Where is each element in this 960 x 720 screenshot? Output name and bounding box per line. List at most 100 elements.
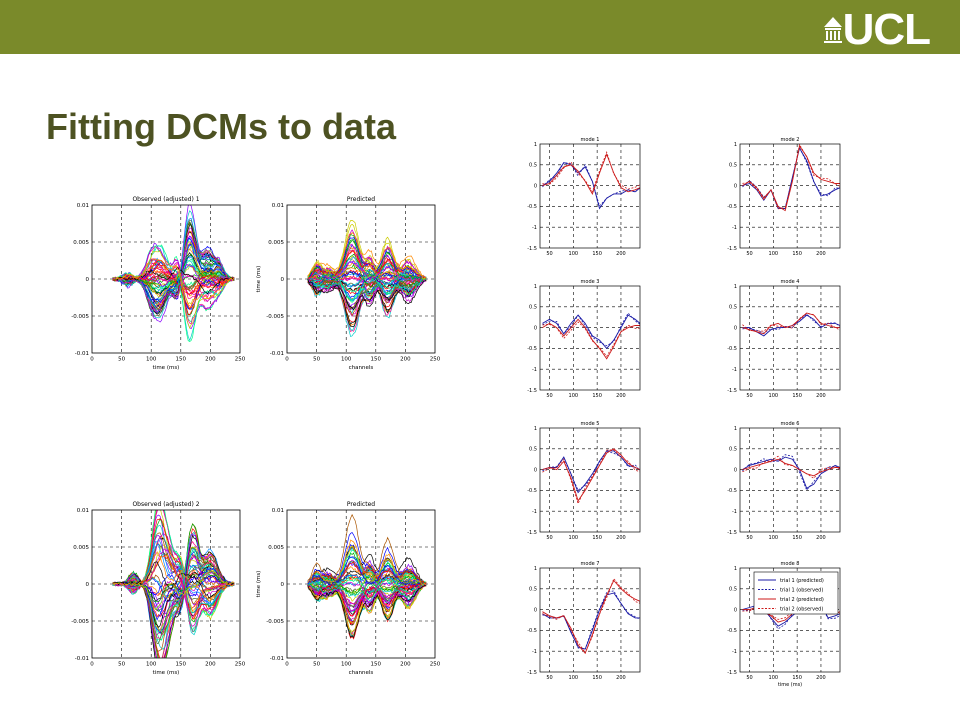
mode-x-tick-label: 200 (816, 535, 826, 541)
mode-x-tick-label: 200 (616, 535, 626, 541)
chart-x-tick-label: 100 (341, 357, 352, 363)
plot-frame (539, 567, 641, 673)
series-line-observed (542, 150, 640, 193)
mode-x-tick-label: 150 (792, 675, 802, 681)
series-line-predicted (542, 450, 640, 494)
mode-y-tick-label: 1 (534, 284, 537, 290)
mode-lines (742, 312, 840, 337)
mode-x-tick-label: 50 (746, 393, 752, 399)
chart-x-tick-label: 100 (146, 357, 157, 363)
mode-y-tick-label: -1.5 (527, 388, 537, 394)
series-line-observed (742, 312, 840, 332)
mode-y-tick-label: -1 (732, 509, 737, 515)
mode-title: mode 1 (581, 137, 600, 143)
chart-x-tick-label: 50 (313, 357, 320, 363)
series-line-predicted (742, 456, 840, 489)
mode-x-tick-label: 100 (769, 251, 779, 257)
chart-title: Predicted (347, 501, 375, 508)
data-trace (112, 266, 235, 295)
series-line-predicted (542, 448, 640, 502)
plot-frame (91, 509, 241, 659)
series-line-predicted (542, 579, 640, 655)
x-axis-label: channels (349, 365, 374, 371)
series-line-predicted (542, 162, 640, 210)
chart-y-tick-label: -0.005 (266, 619, 284, 625)
data-trace (112, 258, 235, 309)
data-trace (307, 240, 427, 281)
portico-icon (823, 17, 842, 43)
trace-group (307, 220, 427, 337)
chart-title: Predicted (347, 196, 375, 203)
mode-title: mode 2 (781, 137, 800, 143)
chart-y-tick-label: 0.005 (268, 545, 284, 551)
mode-x-tick-label: 150 (592, 393, 602, 399)
chart-y-tick-label: 0 (281, 277, 285, 283)
data-trace (307, 513, 427, 586)
data-trace (307, 232, 427, 279)
series-line-predicted (742, 312, 840, 335)
data-trace (112, 554, 235, 652)
mode-lines (542, 312, 640, 360)
mode-x-tick-label: 100 (769, 535, 779, 541)
mode-y-tick-label: -0.5 (527, 628, 537, 634)
data-trace (112, 510, 235, 633)
chart-y-tick-label: 0.005 (73, 545, 89, 551)
mode-y-tick-label: 0.5 (529, 587, 537, 593)
mode-y-tick-label: -0.5 (527, 346, 537, 352)
mode-lines (742, 144, 840, 212)
mode-panel: 50 100 150 200 1 0.5 0 -0.5 -1 -1.5 mode 1 (527, 137, 641, 257)
mode-lines (542, 150, 640, 210)
mode-y-tick-label: -1.5 (727, 670, 737, 676)
series-line-observed (742, 146, 840, 209)
data-trace (307, 544, 427, 584)
mode-lines (742, 454, 840, 491)
chart-y-tick-label: -0.01 (75, 351, 89, 357)
mode-y-tick-label: 0 (734, 607, 737, 613)
mode-y-tick-label: -1 (532, 509, 537, 515)
mode-y-tick-label: 0 (534, 325, 537, 331)
data-trace (307, 229, 427, 280)
mode-y-tick-label: 0 (534, 467, 537, 473)
mode-x-tick-label: 100 (769, 675, 779, 681)
chart-x-tick-label: 200 (205, 357, 216, 363)
mode-x-tick-label: 200 (816, 675, 826, 681)
mode-y-tick-label: -1 (732, 225, 737, 231)
chart-x-tick-label: 150 (176, 662, 187, 668)
mode-y-tick-label: -1.5 (727, 530, 737, 536)
series-line-predicted (542, 153, 640, 195)
mode-x-tick-label: 50 (546, 535, 552, 541)
data-trace (307, 584, 427, 605)
x-axis-label: time (ms) (153, 670, 180, 676)
mode-x-tick-label: 150 (592, 675, 602, 681)
data-trace (112, 217, 235, 314)
legend-entry: trial 2 (predicted) (780, 597, 824, 603)
chart-observed-1: 0 50 100 150 200 250 -0.01 -0.005 0 0.005 0.01 Obse… (71, 196, 245, 371)
data-trace (307, 264, 427, 280)
mode-y-tick-label: 1 (734, 566, 737, 572)
data-trace (307, 223, 427, 281)
mode-y-tick-label: -1.5 (527, 530, 537, 536)
mode-title: mode 4 (781, 279, 800, 285)
mode-x-tick-label: 150 (792, 393, 802, 399)
series-line-observed (542, 590, 640, 650)
data-trace (307, 559, 427, 585)
header-banner (0, 0, 960, 54)
mode-y-tick-label: -0.5 (727, 346, 737, 352)
plot-frame (739, 567, 841, 673)
series-line-predicted (742, 144, 840, 212)
chart-title: Observed (adjusted) 2 (132, 501, 199, 508)
chart-y-tick-label: -0.005 (71, 619, 89, 625)
data-trace (307, 277, 427, 309)
chart-x-tick-label: 200 (205, 662, 216, 668)
data-trace (112, 552, 235, 614)
trace-group (112, 510, 235, 658)
data-trace (307, 584, 427, 624)
chart-x-tick-label: 150 (371, 357, 382, 363)
series-line-observed (542, 321, 640, 358)
mode-panel: 50 100 150 200 1 0.5 0 -0.5 -1 -1.5 mode 8 time (ms… (727, 561, 841, 688)
mode-x-tick-label: 50 (546, 393, 552, 399)
chart-y-tick-label: 0.005 (73, 240, 89, 246)
data-trace (307, 278, 427, 301)
mode-y-tick-label: 0 (734, 467, 737, 473)
plot-frame (286, 204, 436, 354)
